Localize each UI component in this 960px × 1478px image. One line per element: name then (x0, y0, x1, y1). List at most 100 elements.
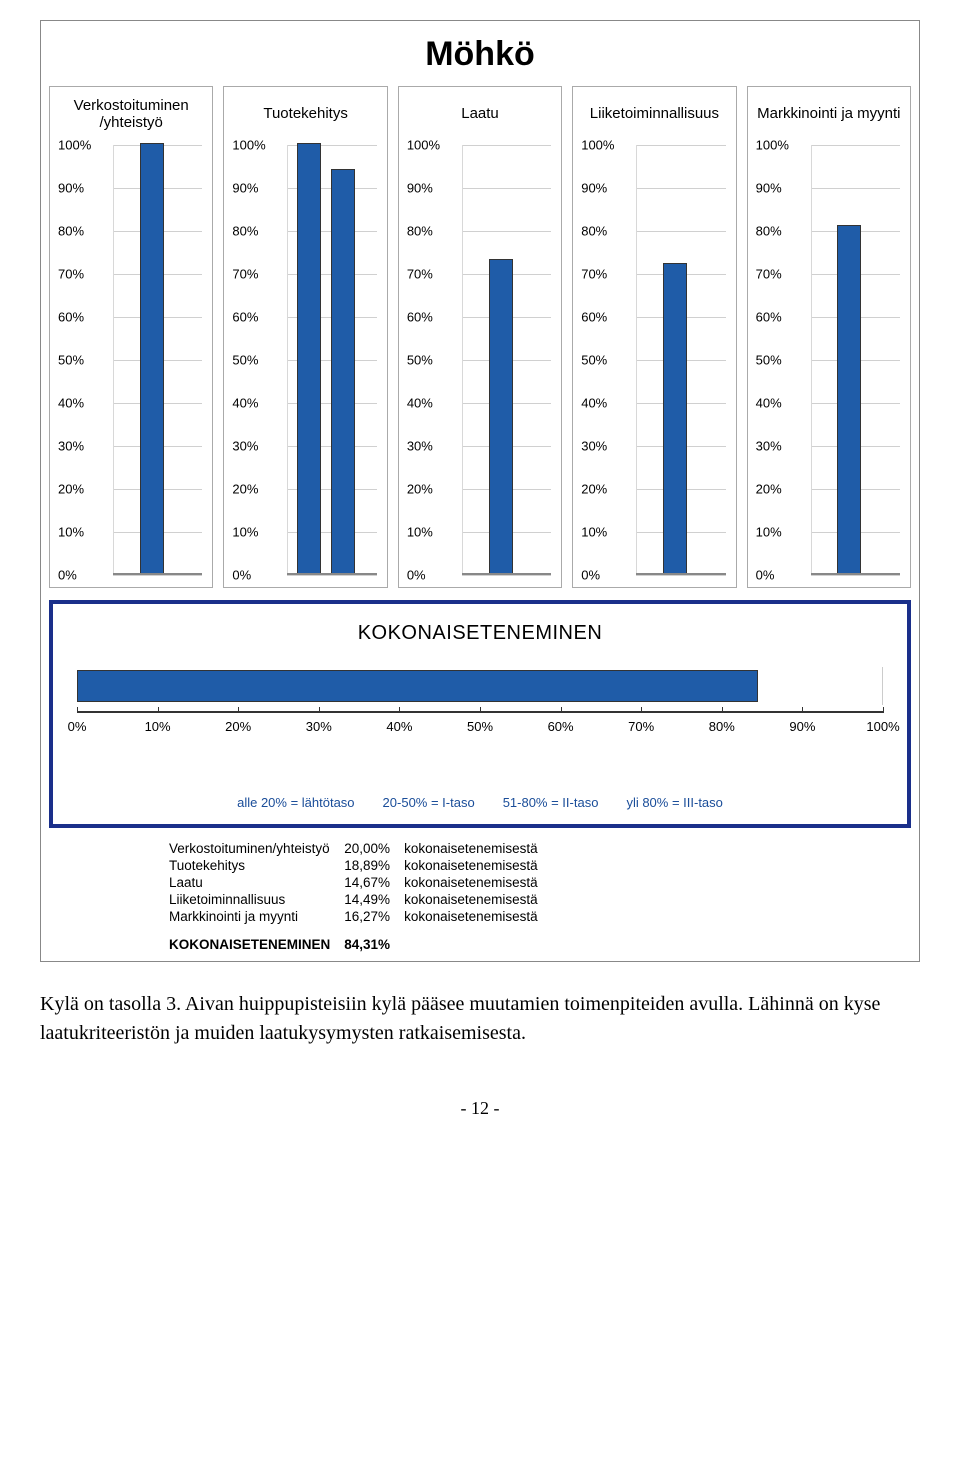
vertical-chart: 100%90%80%70%60%50%40%30%20%10%0% (752, 145, 906, 575)
chart-container: Möhkö Verkostoituminen /yhteistyö 100% 90%… (40, 20, 920, 962)
breakdown-row: Verkostoituminen/yhteistyö20,00%kokonais… (169, 840, 552, 857)
y-tick-label: 50% (232, 353, 258, 368)
y-tick-label: 70% (756, 267, 782, 282)
y-tick-label: 20% (232, 482, 258, 497)
horizontal-bar-zone (77, 667, 883, 705)
y-tick-label: 10% (407, 525, 433, 540)
legend-item: yli 80% = III-taso (626, 795, 722, 810)
panels-row: Verkostoituminen /yhteistyö 100% 90% 80% 70%… (49, 86, 911, 588)
chart-title: Möhkö (49, 35, 911, 74)
y-tick-label: 20% (756, 482, 782, 497)
legend-item: 51-80% = II-taso (503, 795, 599, 810)
x-tick-label: 10% (145, 719, 171, 734)
y-tick-label: 80% (58, 224, 84, 239)
y-tick-label: 0% (756, 568, 775, 583)
panel-title: Liiketoiminnallisuus (577, 93, 731, 135)
panel-title: Laatu (403, 93, 557, 135)
breakdown-table: Verkostoituminen/yhteistyö20,00%kokonais… (169, 840, 911, 953)
x-tick-label: 90% (789, 719, 815, 734)
y-tick-label: 90% (756, 181, 782, 196)
y-tick-label: 40% (232, 396, 258, 411)
x-tick-label: 0% (68, 719, 87, 734)
breakdown-row: Markkinointi ja myynti16,27%kokonaiseten… (169, 908, 552, 925)
breakdown-row: Liiketoiminnallisuus14,49%kokonaisetenem… (169, 891, 552, 908)
y-tick-label: 50% (756, 353, 782, 368)
y-tick-label: 90% (58, 181, 84, 196)
x-tick-label: 20% (225, 719, 251, 734)
y-tick-label: 70% (581, 267, 607, 282)
x-tick-label: 40% (386, 719, 412, 734)
y-tick-label: 100% (58, 138, 91, 153)
y-tick-label: 0% (58, 568, 77, 583)
y-tick-label: 10% (581, 525, 607, 540)
y-tick-label: 40% (581, 396, 607, 411)
y-tick-label: 60% (58, 310, 84, 325)
y-tick-label: 10% (232, 525, 258, 540)
y-tick-label: 70% (407, 267, 433, 282)
chart-panel: Markkinointi ja myynti 100% 90% 80% 70% 60% 50… (747, 86, 911, 588)
y-tick-label: 40% (756, 396, 782, 411)
bar (331, 169, 355, 575)
bar (489, 259, 513, 575)
y-tick-label: 100% (232, 138, 265, 153)
y-tick-label: 40% (407, 396, 433, 411)
panel-title: Markkinointi ja myynti (752, 93, 906, 135)
chart-panel: Verkostoituminen /yhteistyö 100% 90% 80% 70%… (49, 86, 213, 588)
y-tick-label: 90% (232, 181, 258, 196)
y-tick-label: 80% (407, 224, 433, 239)
x-tick-label: 60% (548, 719, 574, 734)
y-tick-label: 50% (58, 353, 84, 368)
y-tick-label: 30% (756, 439, 782, 454)
y-tick-label: 50% (581, 353, 607, 368)
y-tick-label: 10% (58, 525, 84, 540)
y-tick-label: 30% (58, 439, 84, 454)
legend-item: alle 20% = lähtötaso (237, 795, 354, 810)
y-tick-label: 40% (58, 396, 84, 411)
chart-panel: Laatu100%90%80%70%60%50%40%30%20%10%0% (398, 86, 562, 588)
bar (297, 143, 321, 575)
chart-panel: Tuotekehitys100%90%80%70%60%50%40%30%20%… (223, 86, 387, 588)
panel-title: Tuotekehitys (228, 93, 382, 135)
breakdown-row: Laatu14,67%kokonaisetenemisestä (169, 874, 552, 891)
legend-row: alle 20% = lähtötaso 20-50% = I-taso 51-80… (67, 795, 893, 810)
y-tick-label: 60% (581, 310, 607, 325)
y-tick-label: 30% (581, 439, 607, 454)
y-tick-label: 50% (407, 353, 433, 368)
vertical-chart: 100%90%80%70%60%50%40%30%20%10%0% (228, 145, 382, 575)
summary-title: KOKONAISETENEMINEN (67, 622, 893, 645)
x-tick-label: 50% (467, 719, 493, 734)
y-tick-label: 60% (232, 310, 258, 325)
y-tick-label: 30% (232, 439, 258, 454)
y-tick-label: 60% (407, 310, 433, 325)
y-tick-label: 90% (407, 181, 433, 196)
y-tick-label: 80% (232, 224, 258, 239)
summary-box: KOKONAISETENEMINEN 0% 10% 20% 30% 40% 50% 60% 7… (49, 600, 911, 828)
x-tick-label: 70% (628, 719, 654, 734)
y-tick-label: 0% (581, 568, 600, 583)
y-tick-label: 60% (756, 310, 782, 325)
horizontal-chart: 0%10%20%30%40%50%60%70%80%90%100% (77, 667, 883, 777)
y-tick-label: 90% (581, 181, 607, 196)
breakdown-row: Tuotekehitys18,89%kokonaisetenemisestä (169, 857, 552, 874)
y-tick-label: 80% (756, 224, 782, 239)
page-number: - 12 - (40, 1098, 920, 1119)
y-tick-label: 70% (58, 267, 84, 282)
body-paragraph: Kylä on tasolla 3. Aivan huippupisteisii… (40, 990, 920, 1048)
y-tick-label: 20% (407, 482, 433, 497)
y-tick-label: 100% (581, 138, 614, 153)
bar (837, 225, 861, 575)
y-tick-label: 100% (756, 138, 789, 153)
y-tick-label: 20% (581, 482, 607, 497)
bar (663, 263, 687, 575)
vertical-chart: 100%90%80%70%60%50%40%30%20%10%0% (577, 145, 731, 575)
panel-title: Verkostoituminen /yhteistyö (54, 93, 208, 135)
y-tick-label: 0% (232, 568, 251, 583)
breakdown-total-row: KOKONAISETENEMINEN84,31% (169, 925, 552, 953)
y-tick-label: 0% (407, 568, 426, 583)
y-tick-label: 80% (581, 224, 607, 239)
legend-item: 20-50% = I-taso (383, 795, 475, 810)
summary-bar (77, 670, 758, 702)
vertical-chart: 100%90%80%70%60%50%40%30%20%10%0% (54, 145, 208, 575)
x-tick-label: 30% (306, 719, 332, 734)
x-tick-label: 100% (866, 719, 899, 734)
